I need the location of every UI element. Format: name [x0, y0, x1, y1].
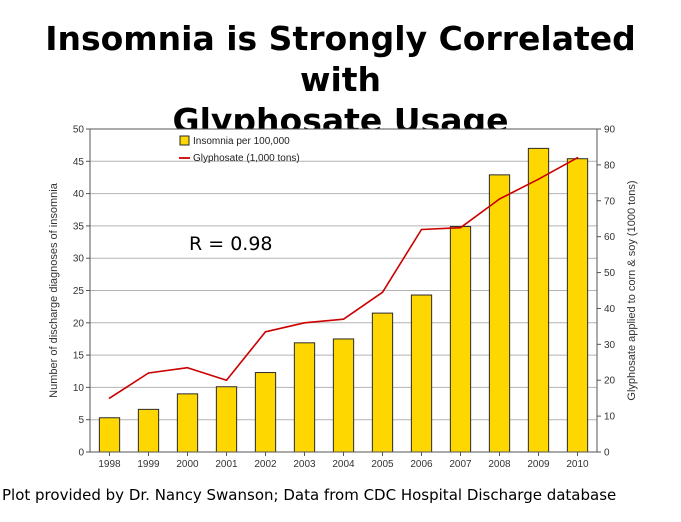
left-tick-label: 25: [73, 286, 85, 297]
bar-insomnia-2005: [371, 312, 394, 453]
glyphosate-point-2006: [420, 228, 423, 231]
slide-title-line-1: Insomnia is Strongly Correlated with: [45, 19, 636, 99]
left-tick-label: 10: [73, 383, 85, 394]
bar-insomnia-2007: [449, 226, 472, 453]
x-tick-label: 2010: [566, 459, 589, 470]
x-tick-label: 2004: [332, 459, 355, 470]
x-tick-label: 2000: [176, 459, 199, 470]
left-tick-label: 5: [78, 415, 84, 426]
legend-label-glyphosate: Glyphosate (1,000 tons): [193, 153, 300, 164]
glyphosate-point-2004: [342, 318, 345, 321]
bar-insomnia-2006: [410, 294, 433, 453]
right-tick-label: 30: [604, 340, 616, 351]
glyphosate-point-2002: [264, 330, 267, 333]
x-tick-label: 2009: [527, 459, 550, 470]
x-tick-label: 2006: [410, 459, 433, 470]
right-tick-label: 10: [604, 412, 616, 423]
x-tick-label: 2007: [449, 459, 472, 470]
bar-insomnia-2002: [254, 372, 277, 453]
left-tick-label: 20: [73, 318, 85, 329]
plot-border: [89, 128, 598, 453]
left-tick-label: 50: [73, 125, 85, 136]
bar-insomnia-2010: [566, 158, 589, 453]
left-tick-label: 45: [73, 157, 85, 168]
left-tick-label: 15: [73, 351, 85, 362]
legend-label-insomnia: Insomnia per 100,000: [193, 136, 290, 147]
x-tick-label: 2005: [371, 459, 394, 470]
left-tick-label: 0: [78, 448, 84, 459]
y2-axis-title: Glyphosate applied to corn & soy (1000 t…: [626, 180, 638, 400]
glyphosate-point-2008: [498, 198, 501, 200]
glyphosate-point-1999: [147, 372, 150, 374]
bar-insomnia-2004: [332, 338, 355, 453]
legend-swatch-insomnia: [179, 135, 190, 146]
correlation-annotation: R = 0.98: [189, 233, 273, 255]
bar-insomnia-2003: [293, 342, 316, 453]
glyphosate-point-2005: [381, 291, 384, 294]
right-tick-label: 20: [604, 376, 616, 387]
x-tick-label: 2002: [254, 459, 277, 470]
glyphosate-point-1998: [108, 397, 111, 399]
glyphosate-point-2009: [537, 178, 540, 181]
right-tick-label: 70: [604, 196, 616, 207]
right-tick-label: 0: [604, 448, 610, 459]
right-tick-label: 60: [604, 232, 616, 243]
left-tick-label: 40: [73, 189, 85, 200]
right-tick-label: 80: [604, 160, 616, 171]
source-footer: Plot provided by Dr. Nancy Swanson; Data…: [2, 486, 617, 504]
right-tick-label: 40: [604, 304, 616, 315]
glyphosate-point-2007: [459, 226, 462, 229]
x-tick-label: 1999: [137, 459, 160, 470]
glyphosate-point-2000: [186, 366, 189, 369]
left-tick-label: 35: [73, 221, 85, 232]
x-tick-label: 2001: [215, 459, 238, 470]
x-tick-label: 1998: [98, 459, 121, 470]
glyphosate-point-2010: [576, 156, 579, 159]
y-axis-title: Number of discharge diagnoses of insomni…: [48, 182, 60, 398]
right-tick-label: 90: [604, 125, 616, 136]
left-tick-label: 30: [73, 254, 85, 265]
glyphosate-point-2003: [303, 322, 306, 324]
right-tick-label: 50: [604, 268, 616, 279]
bar-insomnia-2000: [176, 393, 199, 453]
bar-insomnia-2008: [488, 174, 511, 453]
bar-insomnia-2001: [215, 386, 238, 453]
x-tick-label: 2003: [293, 459, 316, 470]
bar-insomnia-1999: [137, 408, 160, 453]
glyphosate-point-2001: [225, 379, 228, 382]
bar-insomnia-1998: [98, 417, 121, 453]
x-tick-label: 2008: [488, 459, 511, 470]
bar-insomnia-2009: [527, 147, 550, 453]
